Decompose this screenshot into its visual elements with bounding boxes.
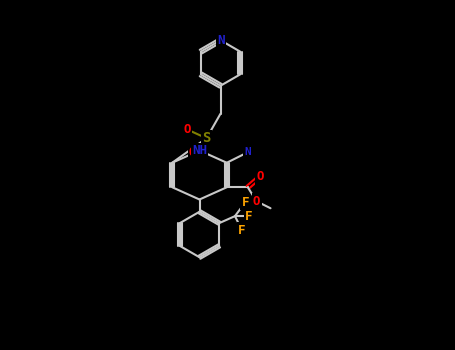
- Text: S: S: [202, 131, 211, 145]
- Text: F: F: [242, 196, 249, 209]
- Text: F: F: [245, 210, 253, 223]
- Text: F: F: [238, 224, 246, 237]
- Text: O: O: [183, 123, 191, 136]
- Text: O: O: [256, 170, 264, 183]
- Text: N: N: [217, 34, 224, 47]
- Text: O: O: [189, 146, 196, 159]
- Text: NH: NH: [192, 144, 207, 157]
- Text: O: O: [253, 195, 260, 208]
- Text: N: N: [244, 147, 251, 157]
